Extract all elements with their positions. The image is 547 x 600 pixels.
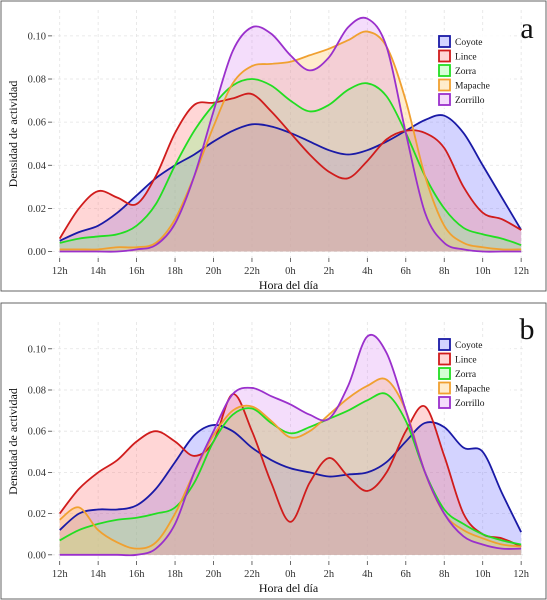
x-tick-label: 16h xyxy=(129,569,146,580)
legend-swatch xyxy=(438,35,451,48)
y-tick-label: 0.08 xyxy=(28,385,46,396)
legend-label: Mapache xyxy=(455,385,490,395)
legend-swatch xyxy=(438,64,451,77)
y-axis-title: Densidad de actividad xyxy=(6,81,20,188)
legend: Coyote Lince Zorra Mapache Zorrillo xyxy=(436,34,510,108)
y-tick-label: 0.02 xyxy=(28,509,46,520)
x-tick-label: 18h xyxy=(167,266,184,277)
x-tick-label: 20h xyxy=(206,569,223,580)
y-tick-label: 0.06 xyxy=(28,427,46,438)
series-lines xyxy=(58,334,522,557)
series-lines xyxy=(58,16,522,253)
legend-swatch xyxy=(438,367,451,380)
x-axis-title: Hora del día xyxy=(259,581,319,595)
x-tick-label: 0h xyxy=(285,266,296,277)
legend-label: Coyote xyxy=(455,341,482,351)
y-tick-label: 0.04 xyxy=(28,468,47,479)
panel-a: 12h 14h 16h 18h 20h 22h 0h 2h 4h 6h 8h 10h 12h 0.00 0.… xyxy=(0,0,547,292)
line-zorra xyxy=(59,78,522,246)
y-axis-title: Densidad de actividad xyxy=(6,388,20,495)
panel-b: 12h 14h 16h 18h 20h 22h 0h 2h 4h 6h 8h 10h 12h 0.00 0.… xyxy=(0,302,547,600)
x-tick-label: 8h xyxy=(439,266,450,277)
y-tick-label: 0.10 xyxy=(28,31,46,42)
y-tick-label: 0.06 xyxy=(28,118,46,129)
x-tick-label: 18h xyxy=(167,569,184,580)
legend-swatch xyxy=(438,78,451,92)
line-zorrillo xyxy=(59,334,522,557)
x-tick-label: 12h xyxy=(513,266,530,277)
y-tick-label: 0.02 xyxy=(28,204,46,215)
x-tick-label: 8h xyxy=(439,569,450,580)
grid xyxy=(52,10,525,258)
area-zorrillo xyxy=(59,17,522,252)
area-mapache xyxy=(59,31,522,252)
x-tick-label: 22h xyxy=(244,569,261,580)
panel-frame xyxy=(0,302,547,600)
x-tick-label: 14h xyxy=(90,266,107,277)
y-tick-label: 0.00 xyxy=(28,247,46,258)
line-lince xyxy=(58,92,522,240)
axes: 12h 14h 16h 18h 20h 22h 0h 2h 4h 6h 8h 10h 12h 0.00 0.… xyxy=(28,31,530,277)
panel-frame xyxy=(0,0,547,292)
legend-swatch xyxy=(438,338,451,351)
legend-label: Lince xyxy=(455,53,477,63)
legend-swatch xyxy=(438,49,451,63)
x-tick-label: 16h xyxy=(129,266,146,277)
y-tick-label: 0.08 xyxy=(28,75,46,86)
x-tick-label: 12h xyxy=(52,569,69,580)
legend-label: Zorra xyxy=(455,67,477,77)
line-zorrillo xyxy=(59,16,522,253)
legend-label: Lince xyxy=(455,356,477,366)
panel-label: a xyxy=(520,12,533,45)
legend-label: Zorra xyxy=(455,370,477,380)
x-tick-label: 10h xyxy=(475,266,492,277)
x-tick-label: 12h xyxy=(52,266,69,277)
x-tick-label: 20h xyxy=(206,266,223,277)
line-zorra xyxy=(59,392,522,546)
axes: 12h 14h 16h 18h 20h 22h 0h 2h 4h 6h 8h 10h 12h 0.00 0.… xyxy=(28,344,530,580)
area-coyote xyxy=(59,422,522,555)
panel-label: b xyxy=(520,313,535,346)
x-tick-label: 14h xyxy=(90,569,107,580)
line-lince xyxy=(58,393,522,548)
x-tick-label: 2h xyxy=(324,569,335,580)
y-tick-label: 0.10 xyxy=(28,344,46,355)
line-coyote xyxy=(59,421,522,533)
x-tick-label: 6h xyxy=(401,266,412,277)
x-tick-label: 2h xyxy=(324,266,335,277)
x-tick-label: 12h xyxy=(513,569,530,580)
legend-swatch xyxy=(438,93,451,106)
area-zorra xyxy=(59,79,522,252)
y-tick-label: 0.04 xyxy=(28,161,47,172)
x-tick-label: 22h xyxy=(244,266,261,277)
x-tick-label: 4h xyxy=(362,569,373,580)
x-tick-label: 4h xyxy=(362,266,373,277)
y-tick-label: 0.00 xyxy=(28,550,46,561)
line-mapache xyxy=(59,30,522,251)
x-tick-label: 6h xyxy=(401,569,412,580)
legend-label: Mapache xyxy=(455,82,490,92)
legend-swatch xyxy=(438,381,451,395)
legend-swatch xyxy=(438,396,451,409)
x-tick-label: 10h xyxy=(475,569,492,580)
legend: Coyote Lince Zorra Mapache Zorrillo xyxy=(436,337,510,411)
legend-swatch xyxy=(438,352,451,366)
legend-label: Zorrillo xyxy=(455,399,485,409)
x-tick-label: 0h xyxy=(285,569,296,580)
area-zorrillo xyxy=(59,334,522,556)
legend-label: Zorrillo xyxy=(455,96,485,106)
legend-label: Coyote xyxy=(455,38,482,48)
x-axis-title: Hora del día xyxy=(259,278,319,292)
